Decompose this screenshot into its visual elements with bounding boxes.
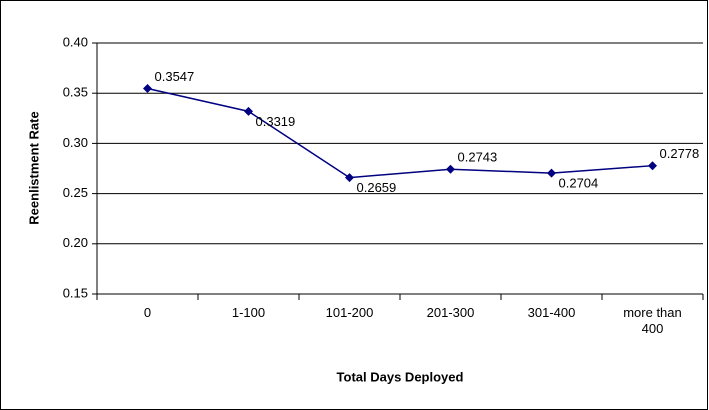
data-label: 0.3319	[256, 114, 296, 129]
series-line	[147, 87, 653, 179]
data-point	[547, 168, 556, 178]
x-axis-title: Total Days Deployed	[337, 369, 464, 384]
x-tick-label: 1-100	[231, 305, 266, 320]
data-label: 0.2704	[559, 176, 599, 191]
y-tick-label: 0.15	[63, 285, 88, 300]
data-point	[143, 83, 152, 93]
y-tick-label: 0.25	[63, 185, 88, 200]
x-tick-label: 0	[143, 305, 152, 320]
data-point	[446, 164, 455, 174]
y-tick-label: 0.20	[63, 235, 88, 250]
x-tick-label: more than 400	[623, 305, 682, 336]
data-point	[648, 161, 657, 171]
data-label: 0.2659	[357, 180, 397, 195]
y-axis-title: Reenlistment Rate	[26, 111, 41, 224]
y-tick-label: 0.40	[63, 34, 88, 49]
data-label: 0.2778	[660, 146, 700, 161]
data-label: 0.2743	[458, 150, 498, 165]
data-label: 0.3547	[155, 69, 195, 84]
data-point	[345, 173, 354, 183]
y-tick-label: 0.35	[63, 85, 88, 100]
x-tick-label: 301-400	[527, 305, 576, 320]
x-tick-label: 201-300	[426, 305, 475, 320]
x-tick-label: 101-200	[325, 305, 374, 320]
data-point	[244, 106, 253, 116]
y-tick-label: 0.30	[63, 135, 88, 150]
